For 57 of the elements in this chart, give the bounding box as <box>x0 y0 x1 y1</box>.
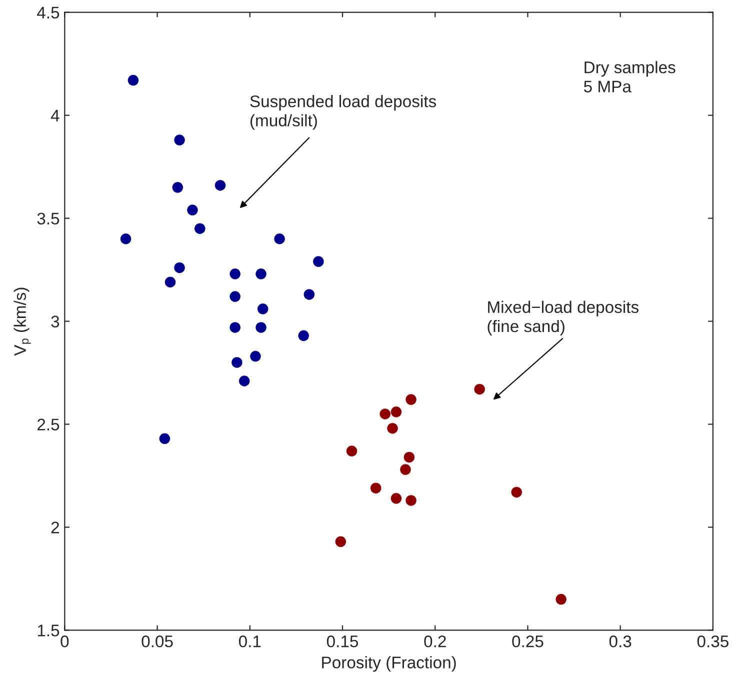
point <box>335 536 346 548</box>
point <box>230 268 240 280</box>
x-tick-label: 0.1 <box>238 636 261 648</box>
y-tick-label: 2 <box>51 522 59 534</box>
point <box>390 406 402 418</box>
point <box>120 234 132 244</box>
point <box>313 256 324 267</box>
x-tick-label: 0.35 <box>697 636 728 648</box>
point <box>304 289 315 300</box>
point <box>194 223 206 234</box>
point <box>380 408 390 420</box>
x-tick-label: 0.3 <box>609 636 632 648</box>
y-tick-label: 4.5 <box>37 6 60 19</box>
y-tick-label: 1.5 <box>38 624 60 636</box>
annotation: Mixed−load deposits (fine sand) <box>488 300 639 336</box>
point <box>238 376 250 386</box>
point <box>214 180 226 191</box>
annotation: Suspended load deposits (mud/silt) <box>250 95 436 130</box>
point <box>400 464 411 475</box>
point <box>230 291 240 302</box>
point <box>256 322 266 333</box>
point <box>406 495 416 506</box>
point <box>390 493 402 504</box>
point <box>511 486 522 498</box>
point <box>256 268 266 280</box>
x-axis-title: Porosity (Fraction) <box>322 656 456 672</box>
point <box>164 276 176 288</box>
y-axis-title: V$_{p}$ (km/s) <box>14 288 31 356</box>
point <box>257 304 268 314</box>
point <box>172 182 184 193</box>
point <box>274 234 285 244</box>
y-tick-label: 4 <box>50 110 60 122</box>
point <box>230 322 240 333</box>
x-tick-label: 0 <box>60 636 69 648</box>
x-tick-label: 0.15 <box>326 636 358 648</box>
point <box>250 350 261 362</box>
x-tick-label: 0.2 <box>424 636 446 648</box>
y-tick-label: 2.5 <box>37 418 60 430</box>
point <box>556 594 566 605</box>
annotation: Dry samples 5 MPa <box>584 61 676 92</box>
y-tick-label: 3 <box>51 316 60 328</box>
point <box>406 394 416 405</box>
point <box>387 422 398 434</box>
y-tick-label: 3.5 <box>37 212 60 224</box>
point <box>346 446 358 456</box>
point <box>174 134 185 146</box>
point <box>128 74 139 86</box>
point <box>232 357 242 368</box>
x-tick-label: 0.05 <box>142 636 173 648</box>
point <box>404 452 415 463</box>
point <box>474 384 485 395</box>
x-tick-label: 0.25 <box>512 636 544 648</box>
point <box>298 330 309 342</box>
point <box>159 433 170 444</box>
point <box>187 204 198 216</box>
point <box>174 262 185 274</box>
point <box>370 482 382 494</box>
